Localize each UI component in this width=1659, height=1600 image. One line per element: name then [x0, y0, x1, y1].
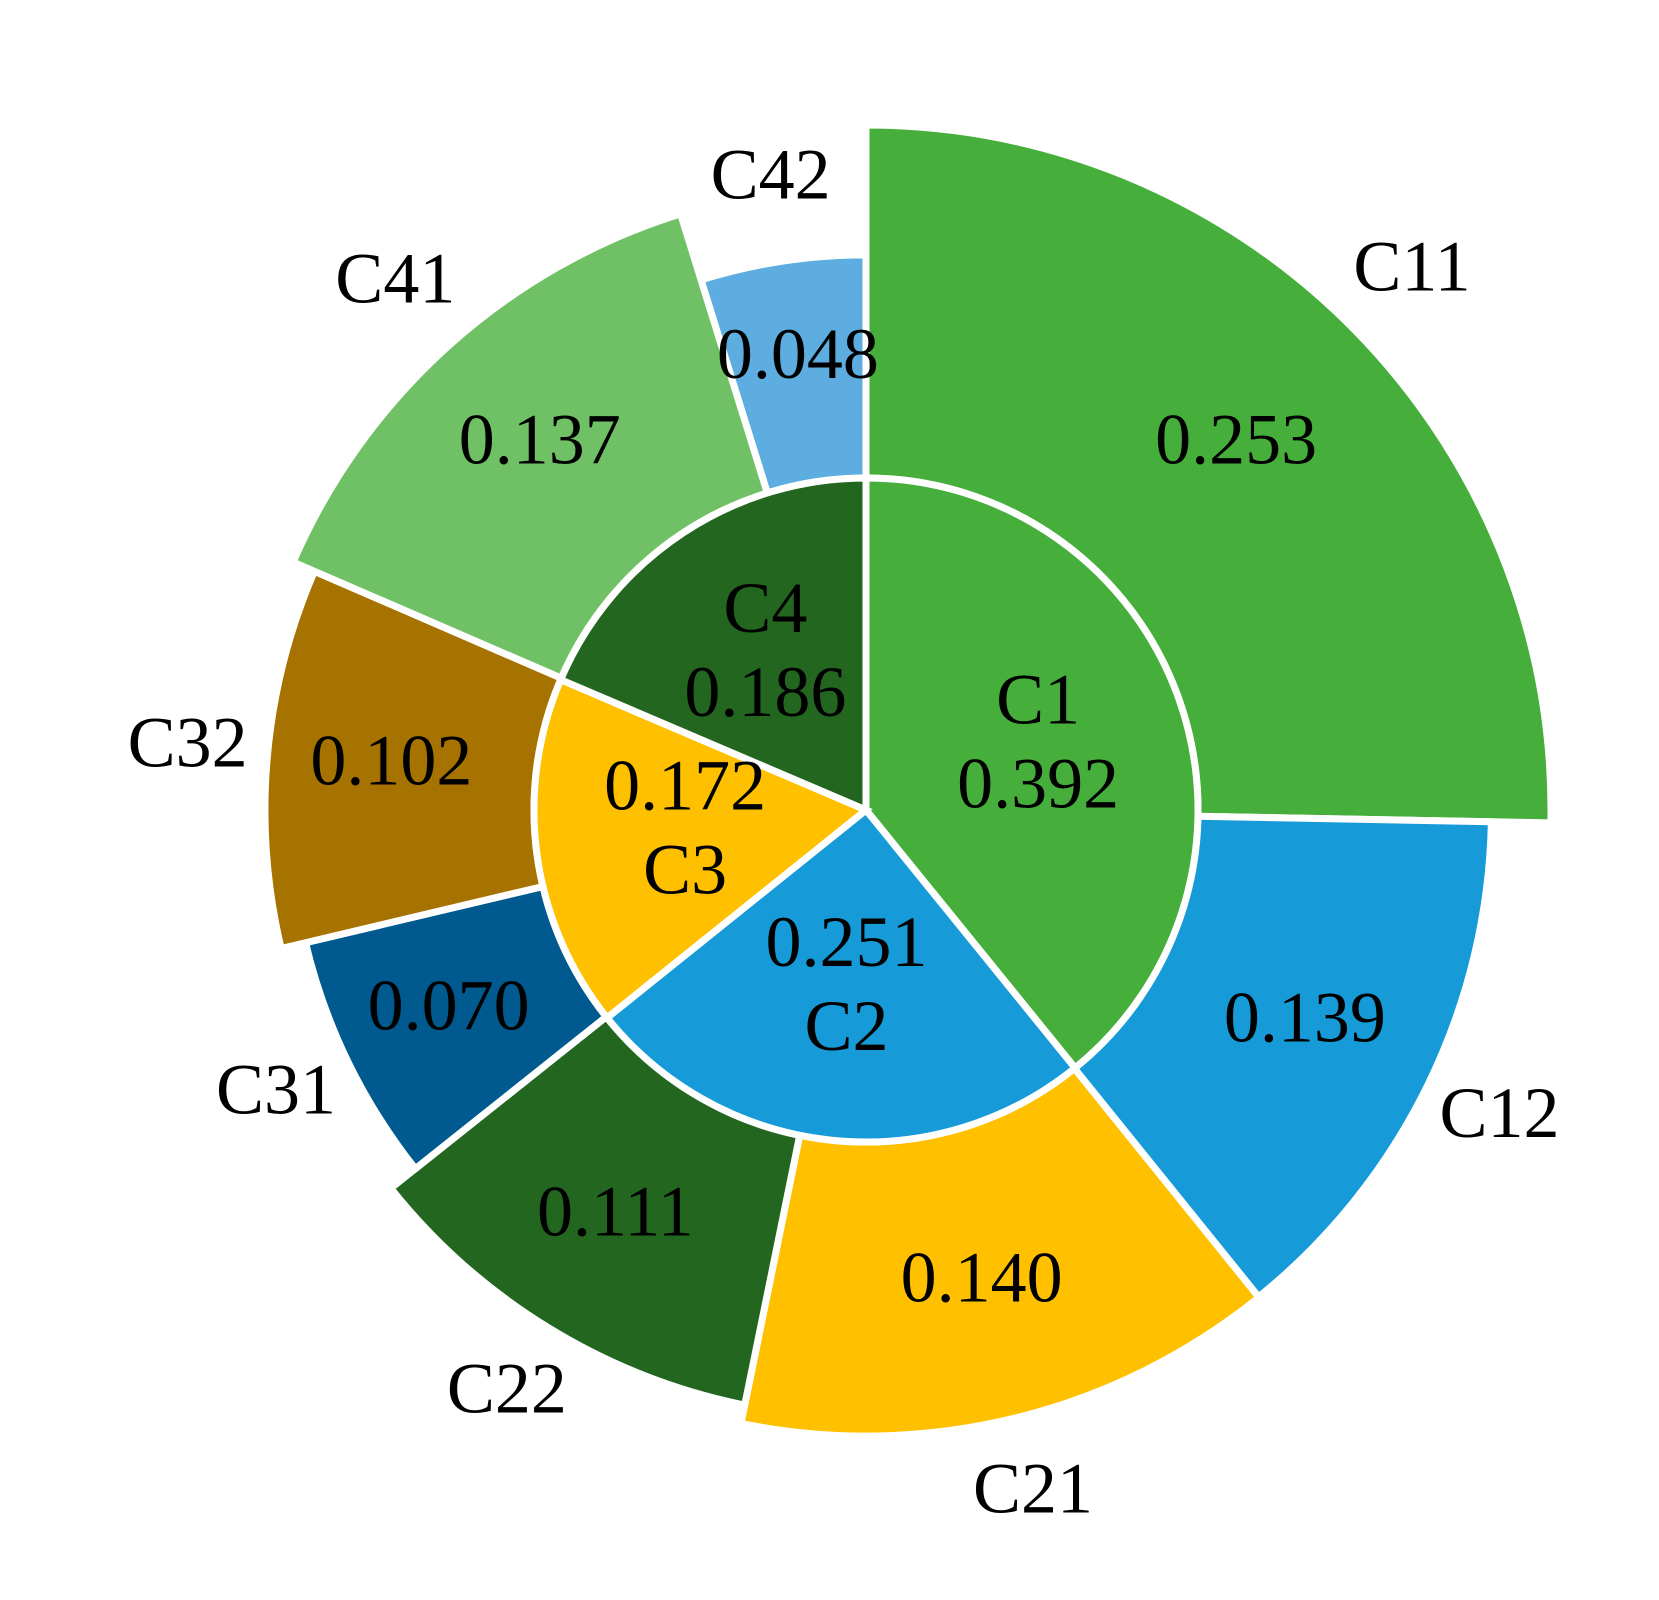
inner-slice-c3	[530, 675, 873, 1023]
value-label-c11: 0.253	[1155, 399, 1317, 479]
inner-ring	[530, 474, 1202, 1146]
inner-category-label-c4: C4	[723, 568, 807, 648]
category-label-c31: C31	[216, 1049, 336, 1129]
category-label-c32: C32	[128, 703, 248, 783]
category-label-c11: C11	[1353, 227, 1470, 307]
inner-slice-c4	[556, 474, 870, 816]
inner-category-label-c3: C3	[643, 829, 727, 909]
value-label-c42: 0.048	[717, 314, 879, 394]
value-label-c22: 0.111	[537, 1172, 694, 1252]
value-label-c12: 0.139	[1224, 978, 1386, 1058]
outer-ring	[261, 121, 1555, 1440]
category-label-c21: C21	[973, 1449, 1093, 1529]
category-label-c12: C12	[1440, 1073, 1560, 1153]
inner-slice-c2	[602, 805, 1080, 1146]
value-label-c21: 0.140	[901, 1238, 1063, 1318]
inner-category-label-c1: C1	[996, 660, 1080, 740]
inner-value-label-c2: 0.251	[766, 902, 928, 982]
value-label-c31: 0.070	[368, 965, 530, 1045]
category-label-c41: C41	[335, 239, 455, 319]
inner-value-label-c1: 0.392	[957, 744, 1119, 824]
inner-slice-c1	[862, 474, 1202, 1073]
chart-labels: 0.253 C11 0.139 C12 0.140 C21 0.111 C22 0.070 C31…	[128, 135, 1560, 1529]
inner-value-label-c3: 0.172	[604, 745, 766, 825]
category-label-c42: C42	[711, 135, 831, 215]
category-label-c22: C22	[447, 1349, 567, 1429]
inner-value-label-c4: 0.186	[684, 652, 846, 732]
value-label-c41: 0.137	[459, 399, 621, 479]
value-label-c32: 0.102	[310, 721, 472, 801]
inner-category-label-c2: C2	[805, 986, 889, 1066]
